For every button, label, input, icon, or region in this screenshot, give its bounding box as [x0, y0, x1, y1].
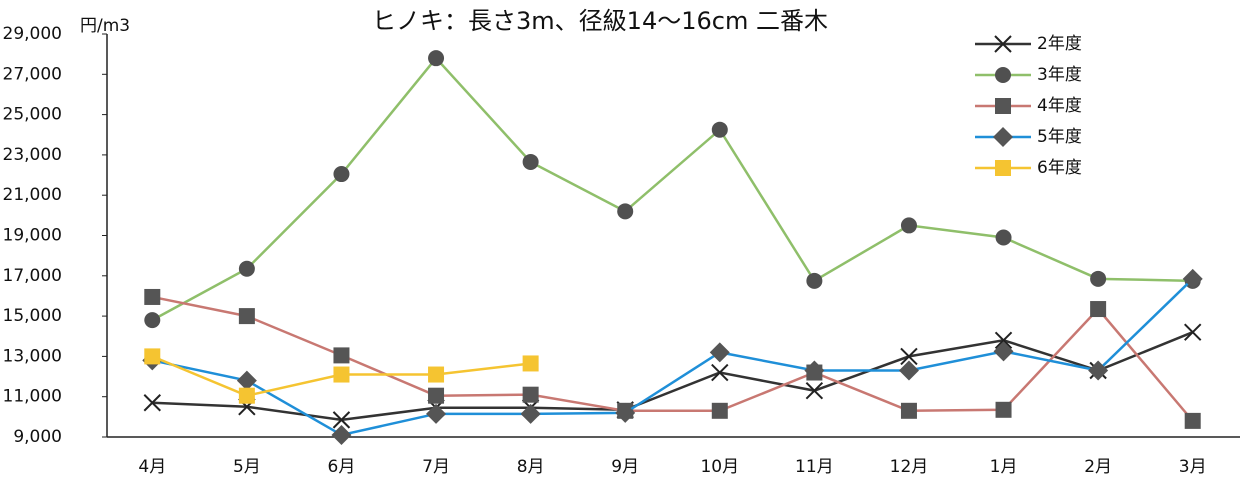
data-point — [520, 403, 541, 424]
series-line — [152, 295, 1194, 422]
legend-marker — [994, 35, 1012, 53]
data-point — [804, 360, 825, 381]
data-point — [333, 347, 350, 364]
x-tick-label: 6月 — [328, 457, 356, 477]
data-point — [805, 381, 824, 400]
data-point — [615, 402, 636, 423]
y-tick-label: 17,000 — [3, 266, 62, 286]
y-tick-label: 29,000 — [3, 24, 62, 44]
data-point — [333, 366, 350, 383]
x-tick-label: 10月 — [700, 457, 739, 477]
data-point — [994, 331, 1013, 349]
data-point — [900, 402, 917, 419]
x-tick-label: 3月 — [1179, 457, 1207, 477]
series-line — [152, 331, 1194, 422]
data-point — [522, 153, 539, 170]
legend-label: 3年度 — [1037, 65, 1082, 85]
data-point — [806, 272, 823, 289]
data-point — [900, 347, 918, 366]
legend-marker — [993, 127, 1013, 147]
x-tick-label: 9月 — [611, 457, 639, 477]
x-tick-label: 7月 — [422, 457, 450, 477]
legend-label: 6年度 — [1037, 158, 1082, 178]
y-axis-label: 円/m3 — [80, 16, 130, 36]
data-point — [711, 121, 728, 138]
data-point — [993, 341, 1014, 362]
x-tick-label: 12月 — [890, 457, 929, 477]
y-tick-label: 21,000 — [3, 185, 62, 205]
data-point — [709, 342, 730, 363]
x-tick-label: 4月 — [138, 457, 166, 477]
legend-label: 2年度 — [1037, 34, 1082, 54]
data-point — [1184, 323, 1202, 341]
y-tick-label: 25,000 — [3, 105, 62, 125]
data-point — [617, 203, 634, 220]
y-tick-label: 15,000 — [3, 306, 62, 326]
data-point — [1182, 268, 1203, 289]
data-point — [426, 403, 447, 424]
data-point — [995, 401, 1012, 418]
legend-label: 4年度 — [1037, 96, 1082, 116]
data-point — [332, 411, 351, 429]
data-point — [236, 370, 257, 391]
data-point — [238, 308, 255, 325]
data-point — [428, 366, 445, 383]
y-tick-label: 13,000 — [3, 346, 62, 366]
data-point — [428, 50, 445, 67]
data-point — [428, 387, 445, 404]
data-point — [1090, 301, 1107, 318]
data-point — [522, 386, 539, 403]
data-point — [144, 288, 161, 305]
y-tick-label: 27,000 — [3, 64, 62, 84]
x-tick-label: 5月 — [233, 457, 261, 477]
y-tick-label: 11,000 — [3, 387, 62, 407]
data-point — [522, 355, 539, 372]
legend-marker — [995, 67, 1011, 83]
chart-title: ヒノキ：長さ3m、径級14～16cm 二番木 — [372, 7, 828, 35]
y-tick-label: 23,000 — [3, 145, 62, 165]
data-point — [995, 229, 1012, 246]
data-point — [711, 363, 729, 382]
data-point — [898, 360, 919, 381]
legend-label: 5年度 — [1037, 127, 1082, 147]
data-point — [1088, 360, 1109, 381]
y-tick-label: 9,000 — [13, 427, 62, 447]
data-point — [144, 312, 161, 329]
legend-marker — [995, 98, 1011, 114]
data-point — [144, 348, 161, 365]
series-line — [152, 277, 1194, 437]
x-tick-label: 11月 — [795, 457, 834, 477]
x-tick-label: 8月 — [517, 457, 545, 477]
data-point — [331, 424, 352, 445]
data-point — [333, 166, 350, 183]
data-point — [711, 402, 728, 419]
data-point — [238, 260, 255, 277]
data-point — [1090, 270, 1107, 287]
data-point — [238, 387, 255, 404]
legend-marker — [995, 160, 1011, 176]
data-point — [900, 217, 917, 234]
data-point — [1184, 412, 1201, 429]
series-line — [151, 56, 1193, 322]
x-tick-label: 1月 — [990, 457, 1018, 477]
x-tick-label: 2月 — [1084, 457, 1112, 477]
data-point — [143, 394, 161, 412]
y-tick-label: 19,000 — [3, 226, 62, 246]
